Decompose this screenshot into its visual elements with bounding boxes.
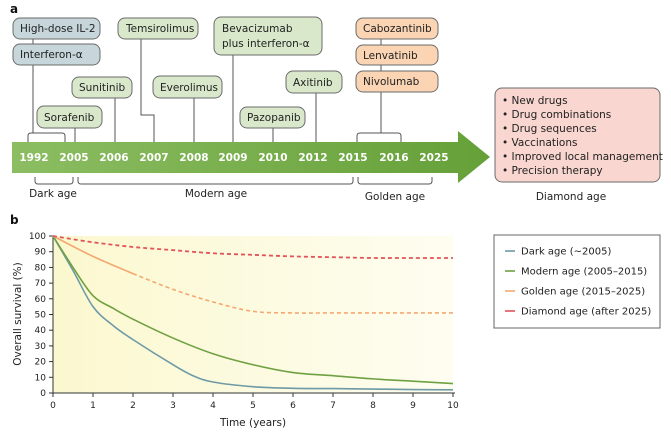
plot-area [53, 236, 453, 393]
drug-name: Nivolumab [363, 76, 420, 88]
drug-name: Pazopanib [247, 112, 301, 124]
drug-name: Temsirolimus [125, 23, 194, 35]
year-label: 2007 [139, 152, 168, 164]
drug-box-everolimus: Everolimus [152, 75, 223, 99]
age-label-diamond: Diamond age [536, 191, 606, 203]
drug-name: Cabozantinib [363, 23, 432, 35]
y-tick-label: 0 [40, 389, 46, 399]
diamond-item: • Drug combinations [502, 109, 611, 121]
legend-entry: Diamond age (after 2025) [521, 307, 651, 318]
x-tick-label: 8 [370, 401, 376, 411]
year-label: 2016 [379, 152, 408, 164]
diamond-item: • Vaccinations [502, 137, 577, 149]
drug-name: Axitinib [293, 77, 333, 89]
drug-name: Sorafenib [44, 112, 95, 124]
drug-box-sunitinib: Sunitinib [71, 76, 133, 99]
drug-box-bevacizumab: Bevacizumab plus interferon-α [213, 16, 323, 56]
diamond-item: • Improved local management [502, 151, 663, 163]
drug-box-temsirolimus: Temsirolimus [117, 17, 199, 40]
x-tick-label: 6 [290, 401, 296, 411]
drug-name: High-dose IL-2 [20, 23, 96, 35]
panel-b-label: b [10, 213, 19, 227]
x-tick-label: 0 [50, 401, 56, 411]
drug-box-il2: High-dose IL-2 [12, 17, 101, 40]
diamond-item: • Drug sequences [502, 123, 597, 135]
y-tick-label: 30 [35, 342, 47, 352]
legend-entry: Dark age (~2005) [521, 247, 611, 258]
x-tick-label: 10 [447, 401, 459, 411]
year-label: 2015 [338, 152, 367, 164]
drug-box-axitinib: Axitinib [285, 70, 343, 94]
y-tick-label: 90 [35, 248, 47, 258]
year-label: 2010 [258, 152, 287, 164]
drug-name: Everolimus [160, 82, 218, 94]
year-label: 2012 [298, 152, 327, 164]
drug-box-interferon: Interferon-α [12, 43, 101, 66]
y-tick-label: 60 [35, 295, 47, 305]
year-label: 2006 [99, 152, 128, 164]
year-label: 2009 [218, 152, 247, 164]
drug-name: Bevacizumab [222, 23, 293, 35]
y-tick-label: 100 [29, 232, 46, 242]
y-tick-label: 50 [35, 311, 47, 321]
y-tick-label: 70 [35, 279, 47, 289]
legend-entry: Modern age (2005–2015) [521, 267, 647, 278]
x-tick-label: 2 [130, 401, 136, 411]
x-tick-label: 3 [170, 401, 176, 411]
series-dark-age-line [52, 235, 454, 391]
series-golden-age-dashed-line [132, 272, 453, 314]
y-tick-label: 20 [35, 358, 47, 368]
drug-name: plus interferon-α [222, 38, 310, 50]
drug-box-cabozantinib: Cabozantinib [355, 17, 439, 40]
age-label-dark: Dark age [29, 188, 77, 200]
survival-curves [52, 235, 454, 391]
y-ticks: 0 10 20 30 40 50 60 70 80 90 100 [29, 232, 53, 399]
y-axis-label: Overall survival (%) [12, 262, 24, 366]
y-tick-label: 40 [35, 326, 47, 336]
series-golden-age-solid-line [52, 235, 134, 275]
panel-a-label: a [10, 2, 18, 16]
diamond-age-box: • New drugs • Drug combinations • Drug s… [494, 87, 663, 183]
x-tick-label: 9 [410, 401, 416, 411]
diamond-item: • New drugs [502, 95, 568, 107]
year-label: 2005 [59, 152, 88, 164]
year-label: 2008 [179, 152, 208, 164]
y-tick-label: 80 [35, 263, 47, 273]
x-ticks: 0 1 2 3 4 5 6 7 8 9 10 [50, 393, 459, 411]
connector-lines [27, 39, 402, 142]
drug-name: Sunitinib [79, 82, 125, 94]
timeline-years: 1992 2005 2006 2007 2008 2009 2010 2012 … [19, 152, 448, 164]
x-axis-label: Time (years) [219, 417, 286, 429]
diamond-item: • Precision therapy [502, 165, 603, 177]
drug-box-sorafenib: Sorafenib [36, 105, 103, 129]
drug-name: Interferon-α [20, 49, 83, 61]
x-tick-label: 7 [330, 401, 336, 411]
timeline-arrow [12, 131, 490, 183]
series-diamond-age-line [52, 235, 453, 259]
x-tick-label: 4 [210, 401, 216, 411]
x-tick-label: 5 [250, 401, 256, 411]
x-tick-label: 1 [90, 401, 96, 411]
year-label: 1992 [19, 152, 48, 164]
y-tick-label: 10 [35, 373, 47, 383]
age-brackets: Dark age Modern age Golden age Diamond a… [29, 177, 606, 203]
series-modern-age-line [52, 235, 454, 385]
age-label-golden: Golden age [365, 191, 425, 203]
legend-entry: Golden age (2015–2025) [521, 287, 645, 298]
age-label-modern: Modern age [185, 188, 247, 200]
drug-box-lenvatinib: Lenvatinib [355, 44, 439, 66]
legend: Dark age (~2005) Modern age (2005–2015) Go… [493, 234, 661, 329]
drug-name: Lenvatinib [363, 50, 418, 62]
drug-box-nivolumab: Nivolumab [355, 70, 439, 93]
drug-box-pazopanib: Pazopanib [239, 106, 306, 129]
year-label: 2025 [419, 152, 448, 164]
